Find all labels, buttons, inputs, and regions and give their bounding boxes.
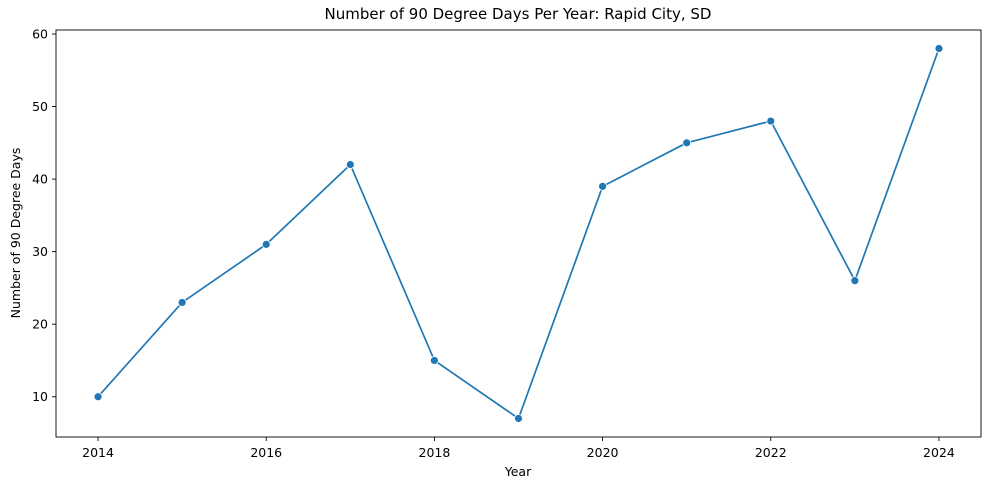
y-axis: 10 20 30 40 50 60 <box>32 26 56 404</box>
y-tick-label: 40 <box>32 172 48 187</box>
data-point <box>766 116 776 126</box>
y-axis-label: Number of 90 Degree Days <box>8 148 23 319</box>
x-tick-label: 2020 <box>587 445 619 460</box>
data-point <box>177 298 187 307</box>
x-tick-label: 2014 <box>82 445 114 460</box>
x-tick-label: 2024 <box>923 445 955 460</box>
x-tick-label: 2018 <box>419 445 451 460</box>
y-tick-label: 30 <box>32 244 48 259</box>
y-tick-label: 20 <box>32 317 48 332</box>
data-point <box>430 356 439 365</box>
data-point <box>682 138 692 148</box>
data-point <box>261 239 271 249</box>
data-point <box>93 392 103 402</box>
y-tick-label: 10 <box>32 389 48 404</box>
x-axis-label: Year <box>504 464 532 479</box>
x-tick-label: 2016 <box>250 445 282 460</box>
x-axis: 2014 2016 2018 2020 2022 2024 <box>82 437 955 460</box>
plot-area-frame <box>55 29 982 438</box>
chart-title: Number of 90 Degree Days Per Year: Rapid… <box>325 5 712 23</box>
y-tick-label: 50 <box>32 99 48 114</box>
series-line <box>97 48 940 420</box>
data-point <box>934 44 944 53</box>
data-point <box>598 181 607 191</box>
y-tick-label: 60 <box>32 26 48 41</box>
data-point <box>514 414 523 423</box>
data-point <box>850 276 860 286</box>
data-point <box>345 160 355 169</box>
series-layer <box>93 44 944 423</box>
x-tick-label: 2022 <box>755 445 787 460</box>
